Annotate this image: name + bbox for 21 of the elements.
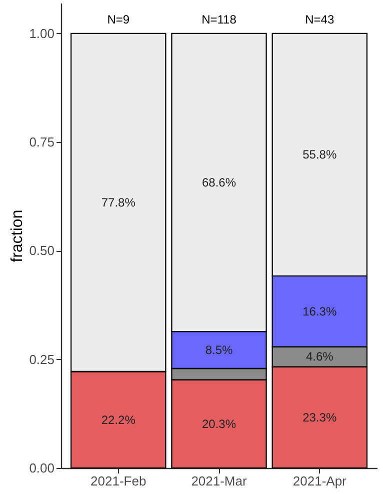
y-tick-label: 0.25	[29, 352, 54, 367]
y-tick-label: 1.00	[29, 26, 54, 41]
y-tick-label: 0.00	[29, 460, 54, 476]
data-label: 16.3%	[302, 304, 337, 318]
data-label: 55.8%	[302, 148, 337, 162]
x-tick-label: 2021-Mar	[191, 474, 248, 488]
x-tick-label: 2021-Feb	[90, 474, 146, 488]
data-label: 4.6%	[306, 350, 334, 364]
data-label: 23.3%	[302, 410, 337, 424]
annotation: N=43	[305, 12, 334, 26]
annotation: N=9	[107, 12, 130, 26]
data-label: 77.8%	[101, 195, 136, 210]
annotation: N=118	[202, 12, 237, 26]
y-tick-label: 0.50	[29, 243, 54, 258]
data-label: 20.3%	[202, 416, 236, 431]
data-label: 22.2%	[101, 412, 136, 427]
y-axis-title: fraction	[9, 210, 26, 262]
x-tick-label: 2021-Apr	[292, 474, 348, 488]
data-label: 68.6%	[202, 175, 236, 190]
data-label: 8.5%	[205, 343, 233, 358]
y-tick-label: 0.75	[29, 134, 54, 150]
